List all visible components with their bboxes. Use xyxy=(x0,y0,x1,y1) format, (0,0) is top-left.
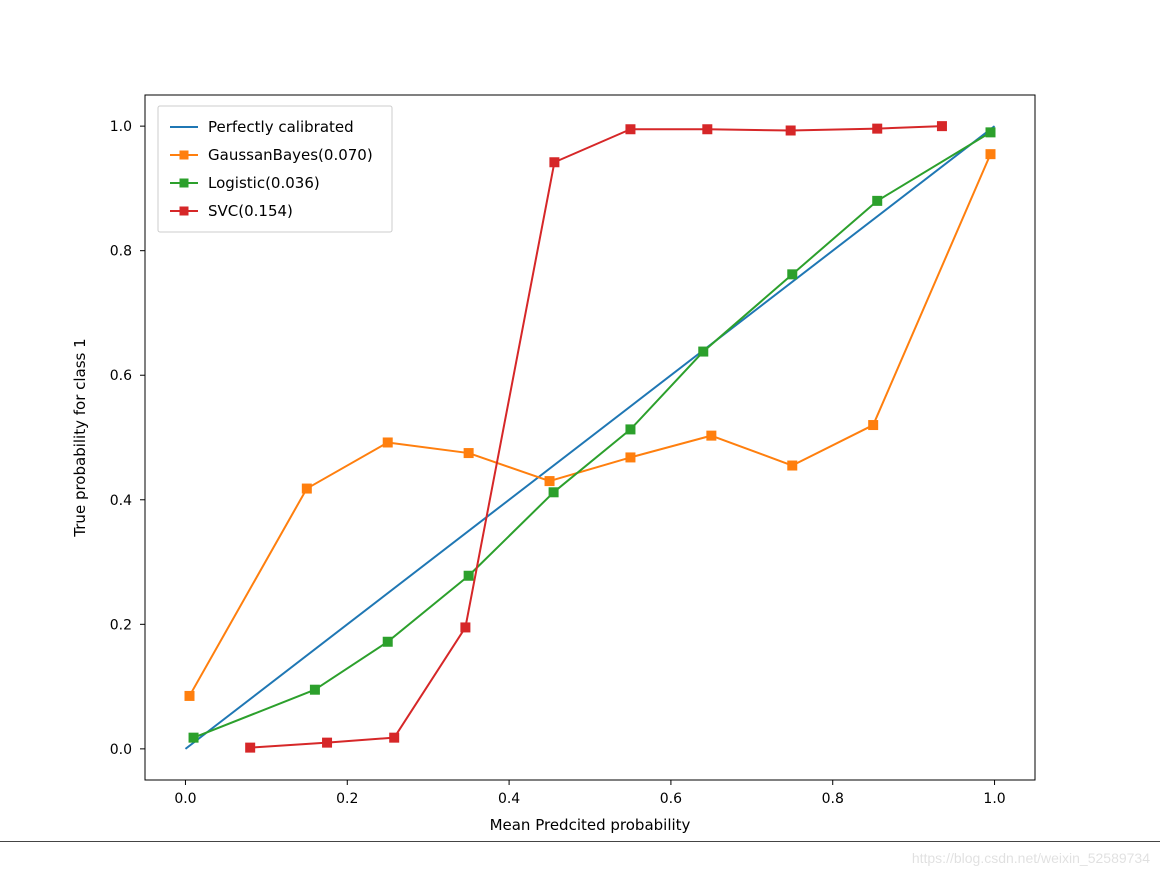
svg-text:GaussanBayes(0.070): GaussanBayes(0.070) xyxy=(208,146,373,164)
svg-text:Perfectly calibrated: Perfectly calibrated xyxy=(208,118,354,136)
watermark-text: https://blog.csdn.net/weixin_52589734 xyxy=(912,850,1150,866)
svg-text:0.0: 0.0 xyxy=(174,791,196,807)
svg-text:0.0: 0.0 xyxy=(110,742,132,758)
svg-text:Logistic(0.036): Logistic(0.036) xyxy=(208,174,320,192)
svg-text:0.4: 0.4 xyxy=(110,493,132,509)
svg-text:SVC(0.154): SVC(0.154) xyxy=(208,202,293,220)
svg-text:0.4: 0.4 xyxy=(498,791,520,807)
svg-text:0.2: 0.2 xyxy=(336,791,358,807)
svg-text:True probability for class 1: True probability for class 1 xyxy=(71,338,89,537)
svg-text:0.8: 0.8 xyxy=(110,244,132,260)
svg-text:0.6: 0.6 xyxy=(660,791,682,807)
chart-container: 0.0 0.2 0.4 0.6 0.8 1.0 0.0 0.2 0.4 0.6 0.8 1.0 Mean… xyxy=(0,0,1160,872)
footer-divider xyxy=(0,841,1160,842)
svg-text:Mean Predcited probability: Mean Predcited probability xyxy=(490,816,691,834)
calibration-chart: 0.0 0.2 0.4 0.6 0.8 1.0 0.0 0.2 0.4 0.6 0.8 1.0 Mean… xyxy=(0,0,1160,872)
svg-text:0.2: 0.2 xyxy=(110,617,132,633)
svg-text:0.6: 0.6 xyxy=(110,368,132,384)
svg-text:1.0: 1.0 xyxy=(983,791,1005,807)
svg-text:0.8: 0.8 xyxy=(822,791,844,807)
svg-text:1.0: 1.0 xyxy=(110,119,132,135)
